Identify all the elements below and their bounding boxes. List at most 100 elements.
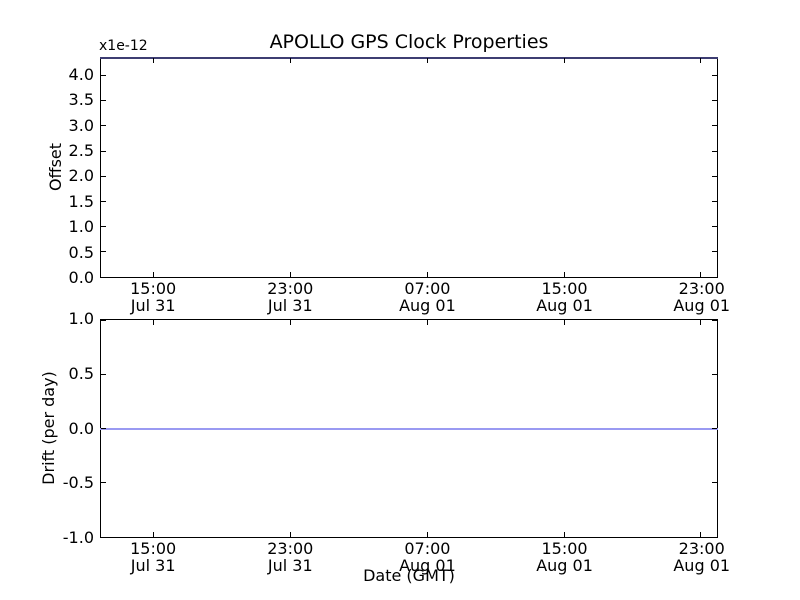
y-tick-mark-right — [712, 175, 717, 177]
y-tick-label: 2.0 — [68, 166, 94, 186]
y-tick-label: 0.5 — [68, 242, 94, 262]
x-tick-time: 23:00 — [678, 279, 725, 298]
x-tick-mark-bottom — [563, 272, 565, 277]
x-tick-date: Aug 01 — [399, 556, 456, 575]
drift-series-line — [100, 427, 718, 430]
y-tick-mark-right — [712, 251, 717, 253]
y-tick-mark-left — [101, 175, 106, 177]
x-tick-mark-top — [290, 58, 292, 63]
x-tick-time: 07:00 — [404, 539, 451, 558]
y-tick-mark-right — [712, 100, 717, 102]
x-tick-time: 15:00 — [541, 539, 588, 558]
y-tick-mark-left — [101, 75, 106, 77]
x-tick-label: 15:00 Jul 31 — [108, 281, 198, 314]
y-tick-label: 3.0 — [68, 115, 94, 135]
x-tick-mark-top — [290, 320, 292, 325]
y-tick-mark-right — [712, 150, 717, 152]
y-tick-mark-right — [712, 319, 717, 321]
x-tick-date: Aug 01 — [536, 556, 593, 575]
x-tick-mark-bottom — [700, 532, 702, 537]
y-scale-multiplier-label: x1e-12 — [99, 38, 148, 54]
y-tick-mark-left — [101, 125, 106, 127]
y-tick-mark-left — [101, 319, 106, 321]
y-tick-mark-left — [101, 536, 106, 538]
y-tick-mark-left — [101, 482, 106, 484]
y-tick-mark-left — [101, 100, 106, 102]
y-tick-label: -0.5 — [62, 473, 94, 493]
y-tick-mark-left — [101, 200, 106, 202]
x-tick-time: 23:00 — [267, 539, 314, 558]
offset-plot-axes — [100, 57, 718, 278]
y-tick-mark-right — [712, 482, 717, 484]
x-tick-time: 23:00 — [267, 279, 314, 298]
x-tick-mark-bottom — [153, 272, 155, 277]
x-tick-date: Jul 31 — [130, 556, 176, 575]
x-tick-mark-top — [426, 320, 428, 325]
x-tick-mark-bottom — [700, 272, 702, 277]
x-tick-label: 07:00 Aug 01 — [382, 541, 472, 574]
x-tick-mark-top — [563, 320, 565, 325]
x-tick-time: 15:00 — [541, 279, 588, 298]
x-tick-mark-bottom — [290, 272, 292, 277]
x-tick-mark-bottom — [426, 532, 428, 537]
x-tick-mark-top — [153, 320, 155, 325]
x-tick-mark-top — [700, 320, 702, 325]
x-tick-date: Aug 01 — [536, 296, 593, 315]
x-tick-label: 07:00 Aug 01 — [382, 281, 472, 314]
y-tick-mark-right — [712, 276, 717, 278]
y-tick-mark-left — [101, 226, 106, 228]
y-tick-mark-left — [101, 373, 106, 375]
drift-plot-axes — [100, 319, 718, 538]
x-tick-date: Jul 31 — [130, 296, 176, 315]
x-tick-mark-bottom — [290, 532, 292, 537]
chart-title: APOLLO GPS Clock Properties — [269, 31, 549, 53]
y-tick-mark-right — [712, 536, 717, 538]
y-tick-label: 3.5 — [68, 90, 94, 110]
y-tick-label: 0.0 — [68, 418, 94, 438]
x-tick-mark-top — [700, 58, 702, 63]
y-tick-label: 4.0 — [68, 64, 94, 84]
y-tick-mark-left — [101, 150, 106, 152]
x-tick-date: Aug 01 — [673, 556, 731, 575]
y-tick-label: 0.0 — [68, 268, 94, 287]
x-tick-date: Aug 01 — [673, 296, 731, 315]
x-tick-label: 23:00 Aug 01 — [657, 281, 747, 314]
x-tick-date: Jul 31 — [267, 556, 313, 575]
x-tick-time: 15:00 — [130, 279, 177, 298]
x-tick-label: 23:00 Jul 31 — [245, 281, 335, 314]
x-tick-label: 23:00 Aug 01 — [657, 541, 747, 574]
offset-series-line — [100, 57, 718, 59]
y-tick-mark-right — [712, 428, 717, 429]
y-tick-label: 0.5 — [68, 363, 94, 383]
y-tick-label: 1.0 — [68, 217, 94, 237]
x-tick-label: 15:00 Aug 01 — [520, 281, 610, 314]
x-tick-date: Jul 31 — [267, 296, 313, 315]
y-tick-mark-right — [712, 373, 717, 375]
x-tick-mark-bottom — [426, 272, 428, 277]
y-tick-label: -1.0 — [62, 528, 94, 547]
x-tick-label: 15:00 Aug 01 — [520, 541, 610, 574]
x-tick-mark-top — [563, 58, 565, 63]
x-tick-mark-top — [153, 58, 155, 63]
y-tick-label: 1.0 — [68, 309, 94, 328]
x-tick-label: 15:00 Jul 31 — [108, 541, 198, 574]
x-tick-time: 15:00 — [130, 539, 177, 558]
y-tick-mark-right — [712, 125, 717, 127]
y-tick-mark-right — [712, 200, 717, 202]
y-tick-mark-left — [101, 428, 106, 429]
x-tick-label: 23:00 Jul 31 — [245, 541, 335, 574]
y-tick-label: 1.5 — [68, 191, 94, 211]
x-tick-mark-top — [426, 58, 428, 63]
x-tick-mark-bottom — [563, 532, 565, 537]
y-tick-mark-right — [712, 75, 717, 77]
y-tick-label: 2.5 — [68, 140, 94, 160]
y-tick-mark-right — [712, 226, 717, 228]
x-axis-label: Date (GMT) — [363, 566, 455, 585]
x-tick-time: 07:00 — [404, 279, 451, 298]
x-tick-date: Aug 01 — [399, 296, 456, 315]
x-tick-mark-bottom — [153, 532, 155, 537]
x-tick-time: 23:00 — [678, 539, 725, 558]
y-tick-mark-left — [101, 251, 106, 253]
y-tick-mark-left — [101, 276, 106, 278]
